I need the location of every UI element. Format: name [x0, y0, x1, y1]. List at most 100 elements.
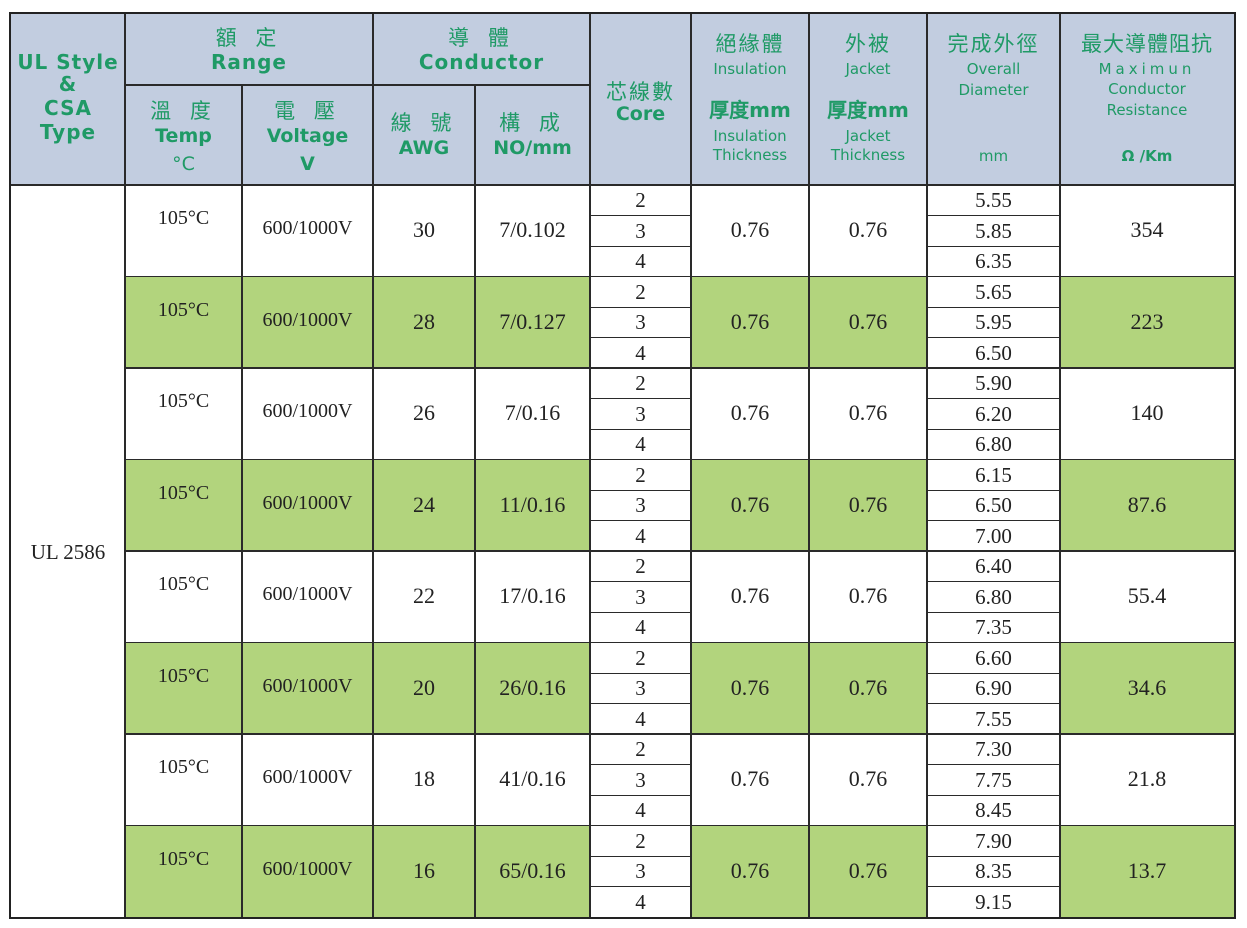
grid-line	[808, 14, 810, 917]
construction-value: 26/0.16	[499, 674, 566, 700]
core-cell: 2	[590, 368, 691, 399]
header-range-cell: 額 定 Range	[125, 14, 373, 85]
temp-cell: 105°C	[125, 276, 242, 368]
diameter-value: 5.65	[975, 279, 1012, 304]
diameter-cell: 6.20	[927, 398, 1060, 429]
grid-line	[926, 14, 928, 917]
temp-cell: 105°C	[125, 459, 242, 551]
core-value: 3	[635, 218, 646, 243]
jacket-cell: 0.76	[809, 825, 927, 917]
core-cell: 4	[590, 337, 691, 368]
voltage-cell: 600/1000V	[242, 459, 373, 551]
resistance-value: 55.4	[1127, 583, 1167, 608]
grid-line	[590, 398, 691, 400]
grid-line	[927, 886, 1060, 888]
diameter-cell: 6.40	[927, 551, 1060, 582]
resistance-value: 354	[1130, 217, 1164, 242]
grid-line	[927, 581, 1060, 583]
diameter-value: 6.50	[975, 340, 1012, 365]
grid-line	[927, 398, 1060, 400]
core-cell: 2	[590, 642, 691, 673]
core-cell: 4	[590, 246, 691, 277]
voltage-value: 600/1000V	[262, 400, 353, 422]
core-value: 2	[635, 645, 646, 670]
grid-line	[927, 703, 1060, 705]
core-cell: 4	[590, 886, 691, 917]
grid-line	[241, 85, 243, 917]
jacket-cell: 0.76	[809, 734, 927, 826]
jacket-value: 0.76	[848, 674, 888, 700]
header-temp-unit: °C	[172, 153, 195, 175]
construction-cell: 7/0.127	[475, 276, 590, 368]
grid-line	[11, 184, 1234, 186]
core-value: 4	[635, 249, 646, 273]
diameter-value: 5.90	[975, 371, 1012, 395]
header-diameter-cn: 完成外徑	[947, 32, 1040, 56]
core-cell: 2	[590, 825, 691, 856]
awg-value: 24	[413, 491, 435, 517]
core-cell: 2	[590, 185, 691, 216]
diameter-value: 7.35	[975, 615, 1012, 639]
cable-spec-table: UL Style & CSA Type 額 定 Range 導 體 Conduc…	[9, 12, 1236, 919]
construction-value: 7/0.127	[499, 308, 566, 334]
temp-value: 105°C	[157, 756, 210, 778]
diameter-cell: 5.65	[927, 276, 1060, 307]
voltage-value: 600/1000V	[262, 674, 353, 697]
jacket-value: 0.76	[848, 583, 888, 608]
grid-line	[125, 275, 1234, 277]
header-construction-cell: 構 成 NO/mm	[475, 85, 590, 185]
core-cell: 3	[590, 490, 691, 521]
header-insulation-thick-en2: Thickness	[712, 146, 788, 164]
diameter-cell: 6.15	[927, 459, 1060, 490]
header-range-cn: 額 定	[215, 26, 283, 50]
construction-cell: 11/0.16	[475, 459, 590, 551]
header-voltage-unit: V	[300, 153, 315, 175]
awg-cell: 20	[373, 642, 475, 734]
diameter-cell: 7.35	[927, 612, 1060, 643]
grid-line	[590, 489, 691, 491]
voltage-value: 600/1000V	[262, 857, 353, 880]
resistance-cell: 55.4	[1060, 551, 1234, 643]
grid-line	[125, 84, 590, 86]
grid-line	[1059, 14, 1061, 917]
resistance-cell: 223	[1060, 276, 1234, 368]
diameter-cell: 7.00	[927, 520, 1060, 551]
insulation-value: 0.76	[730, 400, 770, 425]
grid-line	[927, 520, 1060, 522]
resistance-value: 34.6	[1127, 674, 1167, 700]
core-cell: 3	[590, 856, 691, 887]
grid-line	[372, 14, 374, 917]
header-resistance-unit: Ω /Km	[1121, 147, 1173, 165]
awg-value: 22	[413, 583, 435, 608]
core-cell: 4	[590, 795, 691, 826]
core-value: 2	[635, 828, 646, 853]
core-value: 3	[635, 310, 646, 334]
style-name: UL 2586	[30, 540, 106, 564]
header-style-cell: UL Style & CSA Type	[11, 14, 125, 185]
temp-cell: 105°C	[125, 642, 242, 734]
core-value: 2	[635, 188, 646, 212]
header-conductor-cn: 導 體	[448, 26, 515, 50]
construction-cell: 41/0.16	[475, 734, 590, 826]
header-core-cn: 芯線數	[606, 80, 675, 104]
temp-value: 105°C	[157, 481, 210, 504]
diameter-cell: 5.55	[927, 185, 1060, 216]
header-voltage-cell: 電 壓 Voltage V	[242, 85, 373, 185]
jacket-value: 0.76	[848, 491, 888, 517]
diameter-value: 6.80	[975, 432, 1012, 456]
awg-cell: 30	[373, 185, 475, 277]
core-value: 3	[635, 676, 646, 700]
jacket-cell: 0.76	[809, 642, 927, 734]
voltage-cell: 600/1000V	[242, 551, 373, 643]
header-resistance-en2: Conductor	[1108, 80, 1186, 98]
insulation-cell: 0.76	[691, 825, 809, 917]
header-insulation-cn: 絕緣體	[715, 32, 785, 56]
header-resistance-en1: Maximun	[1098, 60, 1196, 78]
insulation-value: 0.76	[730, 857, 770, 883]
header-diameter-en2: Diameter	[958, 81, 1029, 99]
resistance-cell: 34.6	[1060, 642, 1234, 734]
diameter-cell: 6.80	[927, 429, 1060, 460]
grid-line	[590, 764, 691, 766]
diameter-value: 6.50	[975, 493, 1012, 517]
insulation-cell: 0.76	[691, 459, 809, 551]
